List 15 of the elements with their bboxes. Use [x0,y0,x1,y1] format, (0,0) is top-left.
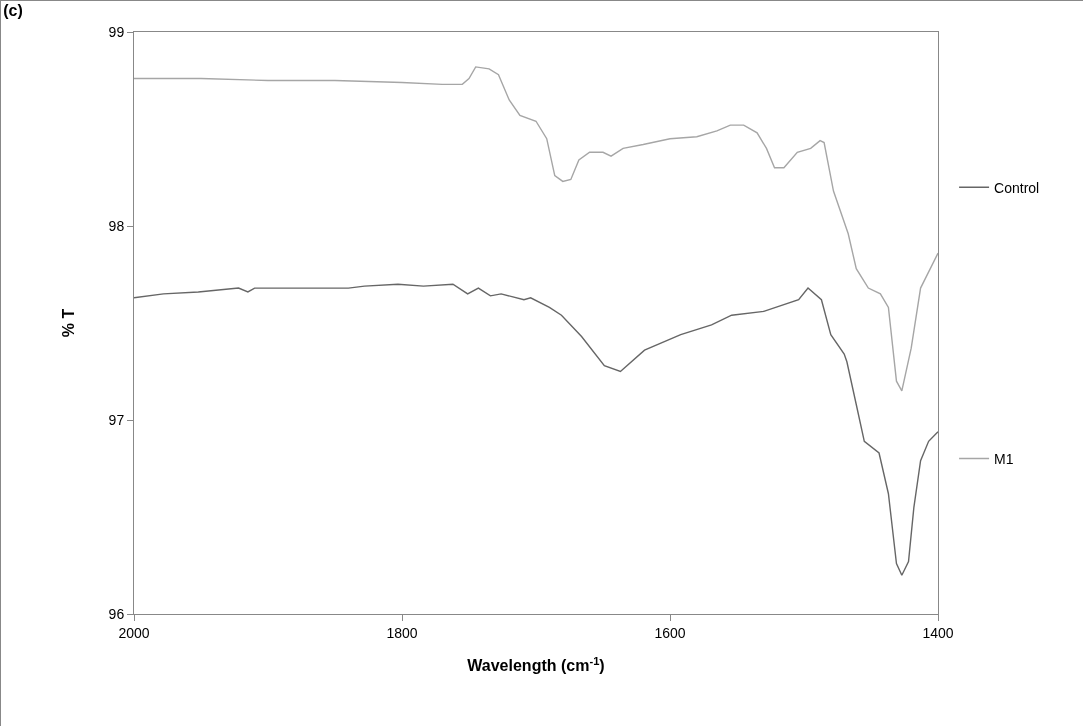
y-tick-label: 98 [108,217,125,234]
chart-title: (c) [3,1,23,19]
x-tick-label: 1600 [654,624,686,641]
y-axis-title: % T [59,308,77,338]
line-series [134,283,938,576]
legend-label: M1 [994,450,1014,467]
x-axis-title: Wavelength (cm$^{-1}$) [467,654,605,675]
x-tick-label: 1800 [386,624,418,641]
x-tick-label: 1400 [922,624,954,641]
legend-label: Control [994,179,1040,196]
line-series [134,66,938,392]
x-tick-label: 2000 [118,624,150,641]
y-tick-label: 97 [108,411,125,428]
y-tick-label: 99 [108,23,125,40]
y-tick-label: 96 [108,605,125,622]
